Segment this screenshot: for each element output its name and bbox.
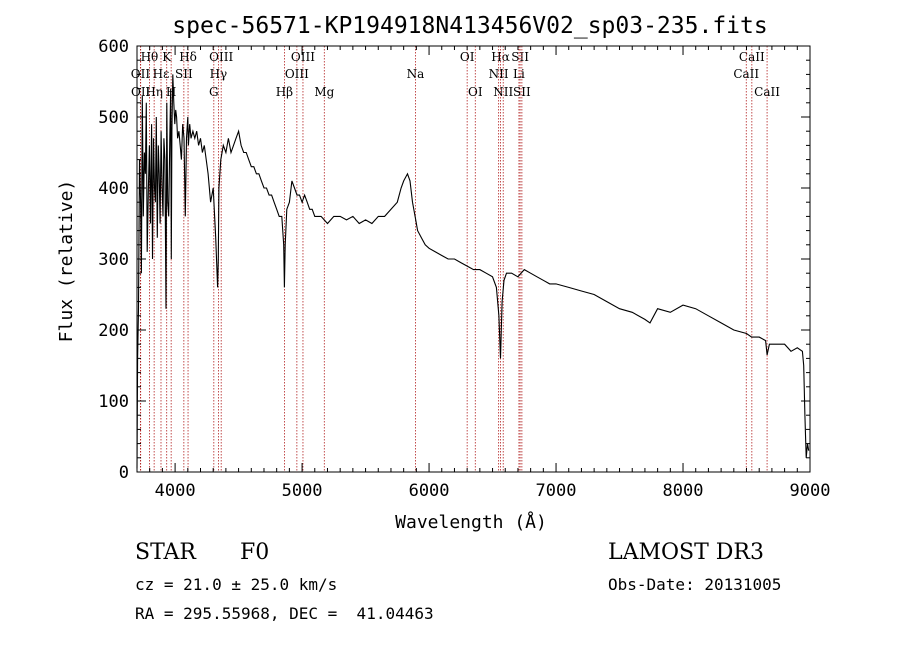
object-subclass: F0 [240,540,270,565]
line-label-8: Hη [145,85,163,99]
spectrum-line [136,74,810,469]
y-tick-label: 0 [119,463,129,483]
line-label-25: CaII [739,50,765,64]
line-label-9: OIII [209,50,233,64]
line-label-26: CaII [733,67,759,81]
line-label-23: NII [493,85,513,99]
line-label-16: Na [407,67,425,81]
obs-date: Obs-Date: 20131005 [608,575,782,594]
x-tick-label: 7000 [536,481,577,501]
y-axis: 0 100 200 300 400 500 600 [98,37,810,483]
line-label-19: Hα [491,50,510,64]
line-label-17: OI [460,50,475,64]
line-label-22: Li [513,67,525,81]
x-tick-label: 4000 [155,481,196,501]
line-label-14: Hβ [276,85,293,99]
y-tick-label: 400 [98,179,129,199]
x-axis: 4000 5000 6000 7000 8000 9000 [149,46,831,501]
line-label-27: CaII [754,85,780,99]
y-tick-label: 500 [98,108,129,128]
y-tick-label: 600 [98,37,129,57]
survey-name: LAMOST DR3 [608,540,764,565]
redshift-readout: cz = 21.0 ± 25.0 km/s [135,575,338,594]
x-tick-label: 9000 [790,481,831,501]
line-label-21: NII [489,67,509,81]
y-tick-label: 300 [98,250,129,270]
line-label-24: SII [513,85,531,99]
x-tick-label: 6000 [409,481,450,501]
line-label-11: G [209,85,219,99]
line-label-18: OI [468,85,483,99]
line-label-2: OII [131,85,151,99]
line-label-3: K [162,50,172,64]
line-label-10: Hγ [210,67,228,81]
line-label-13: OIII [285,67,309,81]
coordinates: RA = 295.55968, DEC = 41.04463 [135,604,434,623]
line-label-6: SII [175,67,193,81]
y-tick-label: 100 [98,392,129,412]
line-label-15: Mg [314,85,334,99]
x-tick-label: 5000 [282,481,323,501]
x-axis-label: Wavelength (Å) [395,511,547,533]
y-tick-label: 200 [98,321,129,341]
x-tick-label: 8000 [663,481,704,501]
chart-title: spec-56571-KP194918N413456V02_sp03-235.f… [172,13,767,39]
object-class: STAR [135,540,196,565]
line-label-20: SII [511,50,529,64]
y-axis-label: Flux (relative) [56,180,77,343]
line-label-0: Hθ [141,50,159,64]
plot-frame [136,45,811,473]
line-label-12: OIII [291,50,315,64]
line-label-5: Hε [153,67,170,81]
line-label-7: Hδ [179,50,197,64]
